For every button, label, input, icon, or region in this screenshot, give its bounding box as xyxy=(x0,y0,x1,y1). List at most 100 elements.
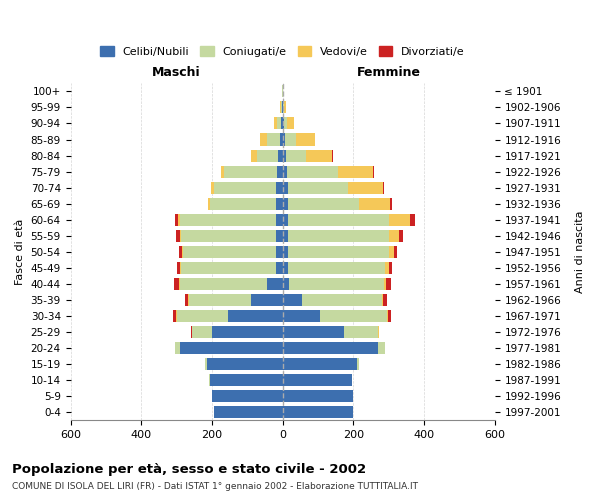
Bar xyxy=(348,182,383,194)
Bar xyxy=(389,230,399,242)
Bar xyxy=(344,326,378,338)
Bar xyxy=(302,294,382,306)
Bar xyxy=(283,182,288,194)
Bar xyxy=(266,278,283,290)
Text: Maschi: Maschi xyxy=(152,66,201,78)
Bar xyxy=(338,166,373,177)
Bar xyxy=(282,102,283,114)
Bar xyxy=(288,230,389,242)
Bar xyxy=(283,214,288,226)
Bar xyxy=(205,358,206,370)
Bar xyxy=(224,166,277,177)
Bar xyxy=(383,294,387,306)
Bar xyxy=(283,294,302,306)
Bar xyxy=(283,390,353,402)
Bar xyxy=(175,342,180,354)
Y-axis label: Fasce di età: Fasce di età xyxy=(15,218,25,285)
Bar xyxy=(382,294,383,306)
Bar xyxy=(209,374,210,386)
Bar xyxy=(276,246,283,258)
Bar xyxy=(288,198,359,209)
Bar xyxy=(274,118,277,130)
Bar xyxy=(388,310,391,322)
Bar xyxy=(283,198,288,209)
Bar xyxy=(288,246,389,258)
Bar xyxy=(283,358,357,370)
Bar xyxy=(189,294,251,306)
Bar xyxy=(389,246,394,258)
Bar xyxy=(182,246,276,258)
Text: COMUNE DI ISOLA DEL LIRI (FR) - Dati ISTAT 1° gennaio 2002 - Elaborazione TUTTIT: COMUNE DI ISOLA DEL LIRI (FR) - Dati IST… xyxy=(12,482,418,491)
Bar xyxy=(212,326,283,338)
Bar xyxy=(277,166,283,177)
Bar xyxy=(176,310,228,322)
Bar xyxy=(283,310,320,322)
Bar xyxy=(399,230,403,242)
Bar xyxy=(283,278,289,290)
Bar xyxy=(275,182,283,194)
Bar xyxy=(283,246,288,258)
Bar xyxy=(181,230,276,242)
Bar xyxy=(359,198,391,209)
Bar xyxy=(177,262,180,274)
Bar xyxy=(278,150,283,162)
Bar xyxy=(386,278,391,290)
Bar xyxy=(206,358,283,370)
Bar xyxy=(283,230,288,242)
Bar xyxy=(260,134,268,145)
Legend: Celibi/Nubili, Coniugati/e, Vedovi/e, Divorziati/e: Celibi/Nubili, Coniugati/e, Vedovi/e, Di… xyxy=(96,42,469,62)
Text: Popolazione per età, sesso e stato civile - 2002: Popolazione per età, sesso e stato civil… xyxy=(12,462,366,475)
Bar xyxy=(212,390,283,402)
Bar xyxy=(180,262,181,274)
Bar xyxy=(178,214,180,226)
Bar xyxy=(284,118,287,130)
Bar xyxy=(180,230,181,242)
Bar xyxy=(383,182,384,194)
Bar xyxy=(191,326,192,338)
Bar xyxy=(283,150,286,162)
Bar xyxy=(180,278,266,290)
Bar xyxy=(283,134,286,145)
Text: Femmine: Femmine xyxy=(356,66,421,78)
Bar xyxy=(179,246,182,258)
Bar xyxy=(276,230,283,242)
Bar xyxy=(283,102,284,114)
Bar xyxy=(387,310,388,322)
Bar xyxy=(378,326,379,338)
Bar xyxy=(193,326,212,338)
Y-axis label: Anni di nascita: Anni di nascita xyxy=(575,210,585,293)
Bar xyxy=(289,278,385,290)
Bar xyxy=(320,310,387,322)
Bar xyxy=(275,198,283,209)
Bar xyxy=(373,166,374,177)
Bar xyxy=(286,134,296,145)
Bar xyxy=(357,358,359,370)
Bar xyxy=(214,406,283,418)
Bar xyxy=(188,294,189,306)
Bar xyxy=(214,182,275,194)
Bar xyxy=(281,102,282,114)
Bar xyxy=(283,342,378,354)
Bar xyxy=(410,214,415,226)
Bar xyxy=(210,374,283,386)
Bar xyxy=(228,310,283,322)
Bar xyxy=(283,166,287,177)
Bar xyxy=(176,230,180,242)
Bar xyxy=(305,150,332,162)
Bar xyxy=(175,214,178,226)
Bar xyxy=(283,262,288,274)
Bar xyxy=(288,214,389,226)
Bar xyxy=(287,166,338,177)
Bar xyxy=(280,102,281,114)
Bar xyxy=(211,182,214,194)
Bar xyxy=(284,102,286,114)
Bar xyxy=(208,198,210,209)
Bar xyxy=(277,118,281,130)
Bar xyxy=(288,182,348,194)
Bar xyxy=(185,294,188,306)
Bar xyxy=(180,214,275,226)
Bar xyxy=(283,118,284,130)
Bar xyxy=(287,118,294,130)
Bar xyxy=(286,150,305,162)
Bar xyxy=(257,150,278,162)
